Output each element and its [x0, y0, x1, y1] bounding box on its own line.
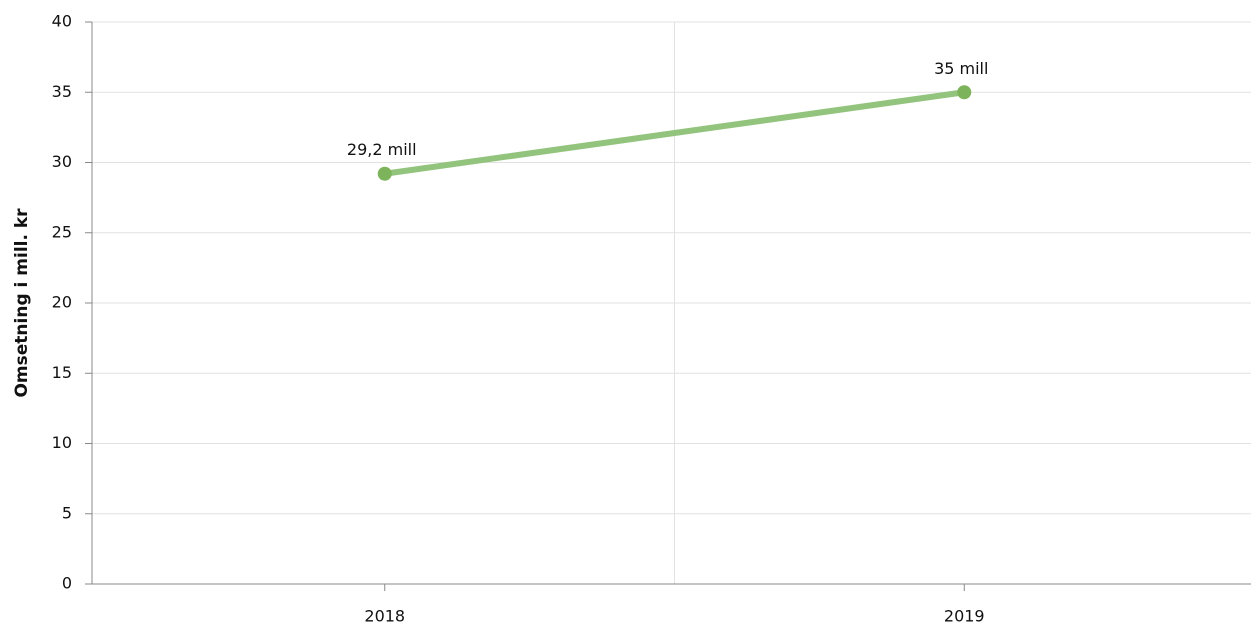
data-label: 29,2 mill — [347, 140, 417, 159]
y-tick-label: 10 — [52, 433, 72, 452]
y-tick-label: 35 — [52, 82, 72, 101]
y-tick-label: 30 — [52, 152, 72, 171]
marker — [957, 85, 972, 100]
y-tick-label: 15 — [52, 363, 72, 382]
y-tick-label: 25 — [52, 222, 72, 241]
line — [381, 89, 968, 177]
x-tick-label: 2018 — [364, 607, 405, 626]
y-tick-label: 0 — [62, 574, 72, 593]
y-tick-label: 5 — [62, 503, 72, 522]
x-tick-label: 2019 — [944, 607, 985, 626]
data-label: 35 mill — [934, 59, 988, 78]
marker — [377, 166, 392, 181]
y-tick-label: 40 — [52, 12, 72, 31]
y-axis-label: Omsetning i mill. kr — [12, 208, 32, 398]
y-tick-label: 20 — [52, 293, 72, 312]
